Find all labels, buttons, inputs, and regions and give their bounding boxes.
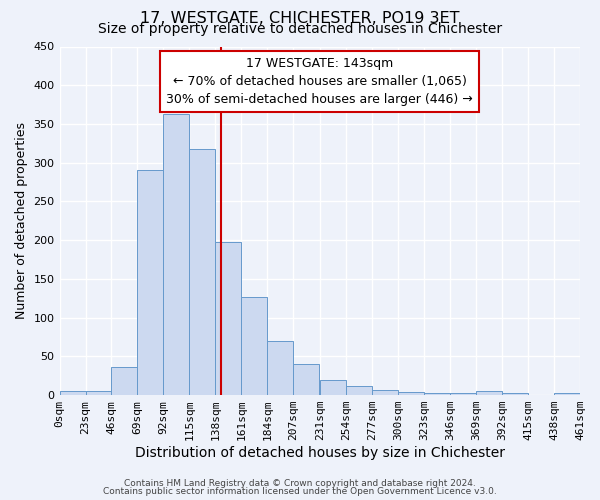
Bar bbox=[554, 393, 580, 395]
Bar bbox=[241, 296, 267, 395]
Bar bbox=[372, 390, 398, 395]
Bar bbox=[215, 242, 241, 395]
Bar bbox=[59, 391, 86, 395]
Bar bbox=[267, 341, 293, 395]
Bar bbox=[346, 386, 372, 395]
Y-axis label: Number of detached properties: Number of detached properties bbox=[15, 122, 28, 320]
Bar bbox=[163, 114, 190, 395]
Text: Contains public sector information licensed under the Open Government Licence v3: Contains public sector information licen… bbox=[103, 486, 497, 496]
Bar bbox=[86, 391, 112, 395]
Bar bbox=[502, 393, 528, 395]
Text: Contains HM Land Registry data © Crown copyright and database right 2024.: Contains HM Land Registry data © Crown c… bbox=[124, 479, 476, 488]
Bar bbox=[137, 170, 163, 395]
Text: 17 WESTGATE: 143sqm
← 70% of detached houses are smaller (1,065)
30% of semi-det: 17 WESTGATE: 143sqm ← 70% of detached ho… bbox=[166, 57, 473, 106]
Bar bbox=[293, 364, 319, 395]
Text: Size of property relative to detached houses in Chichester: Size of property relative to detached ho… bbox=[98, 22, 502, 36]
Bar bbox=[450, 393, 476, 395]
Bar bbox=[190, 149, 215, 395]
Text: 17, WESTGATE, CHICHESTER, PO19 3ET: 17, WESTGATE, CHICHESTER, PO19 3ET bbox=[140, 11, 460, 26]
Bar bbox=[320, 380, 346, 395]
X-axis label: Distribution of detached houses by size in Chichester: Distribution of detached houses by size … bbox=[135, 446, 505, 460]
Bar bbox=[398, 392, 424, 395]
Bar bbox=[112, 367, 137, 395]
Bar bbox=[424, 393, 450, 395]
Bar bbox=[476, 391, 502, 395]
